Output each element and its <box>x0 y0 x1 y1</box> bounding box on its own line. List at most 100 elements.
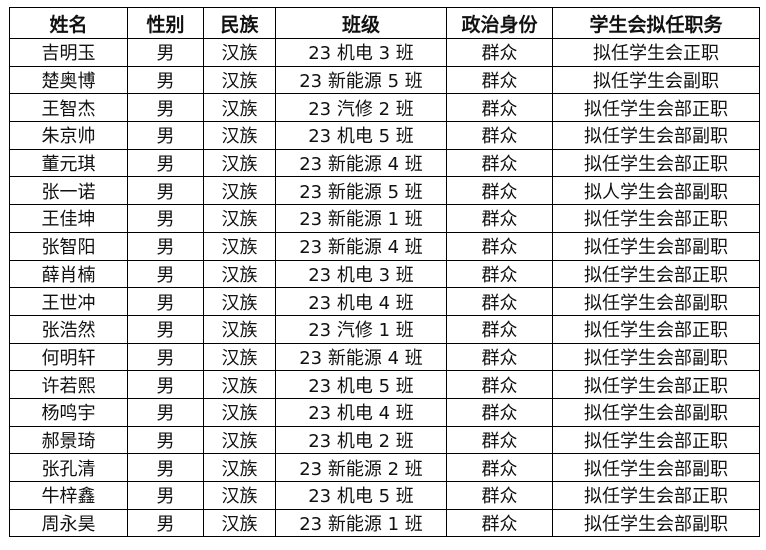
cell-proposed-position: 拟任学生会部副职 <box>552 342 760 372</box>
cell-class: 23 机电 5 班 <box>275 481 447 510</box>
header-proposed-position: 学生会拟任职务 <box>552 7 760 39</box>
cell-class: 23 机电 4 班 <box>275 287 447 316</box>
cell-ethnicity: 汉族 <box>203 121 276 150</box>
cell-gender: 男 <box>127 231 204 261</box>
cell-proposed-position: 拟任学生会部正职 <box>552 148 760 178</box>
cell-political-status: 群众 <box>446 204 553 233</box>
cell-political-status: 群众 <box>446 38 553 67</box>
cell-gender: 男 <box>127 38 204 67</box>
cell-ethnicity: 汉族 <box>203 481 276 510</box>
header-name: 姓名 <box>9 7 128 39</box>
cell-political-status: 群众 <box>446 65 553 95</box>
table-row: 何明轩男汉族 23 新能源 4 班群众 拟任学生会部副职 <box>9 342 760 372</box>
cell-political-status: 群众 <box>446 314 553 344</box>
table-row: 楚奥博男汉族 23 新能源 5 班群众 拟任学生会副职 <box>9 65 760 95</box>
cell-proposed-position: 拟任学生会部副职 <box>552 397 760 427</box>
cell-gender: 男 <box>127 287 204 316</box>
cell-political-status: 群众 <box>446 176 553 206</box>
cell-ethnicity: 汉族 <box>203 397 276 427</box>
cell-name: 楚奥博 <box>9 65 128 95</box>
cell-political-status: 群众 <box>446 370 553 399</box>
cell-class: 23 机电 3 班 <box>275 259 447 289</box>
cell-proposed-position: 拟任学生会正职 <box>552 38 760 67</box>
header-gender: 性别 <box>127 7 204 39</box>
cell-gender: 男 <box>127 397 204 427</box>
cell-political-status: 群众 <box>446 481 553 510</box>
cell-name: 许若熙 <box>9 370 128 399</box>
cell-ethnicity: 汉族 <box>203 176 276 206</box>
cell-proposed-position: 拟任学生会部正职 <box>552 204 760 233</box>
cell-name: 杨鸣宇 <box>9 397 128 427</box>
cell-ethnicity: 汉族 <box>203 259 276 289</box>
cell-class: 23 汽修 2 班 <box>275 93 447 123</box>
cell-proposed-position: 拟任学生会部正职 <box>552 481 760 510</box>
cell-political-status: 群众 <box>446 342 553 372</box>
cell-proposed-position: 拟任学生会部正职 <box>552 93 760 123</box>
table-row: 周永昊男汉族 23 新能源 1 班群众 拟任学生会部副职 <box>9 508 760 538</box>
cell-proposed-position: 拟任学生会副职 <box>552 65 760 95</box>
cell-political-status: 群众 <box>446 231 553 261</box>
table-row: 牛梓鑫男汉族 23 机电 5 班群众 拟任学生会部正职 <box>9 481 760 510</box>
cell-name: 王智杰 <box>9 93 128 123</box>
cell-name: 吉明玉 <box>9 38 128 67</box>
cell-gender: 男 <box>127 481 204 510</box>
cell-political-status: 群众 <box>446 259 553 289</box>
cell-gender: 男 <box>127 65 204 95</box>
cell-proposed-position: 拟任学生会部正职 <box>552 425 760 455</box>
cell-class: 23 机电 5 班 <box>275 121 447 150</box>
cell-ethnicity: 汉族 <box>203 314 276 344</box>
table-row: 郝景琦男汉族 23 机电 2 班群众 拟任学生会部正职 <box>9 425 760 455</box>
cell-gender: 男 <box>127 314 204 344</box>
cell-gender: 男 <box>127 259 204 289</box>
cell-proposed-position: 拟任学生会部副职 <box>552 508 760 538</box>
cell-gender: 男 <box>127 508 204 538</box>
cell-class: 23 机电 5 班 <box>275 370 447 399</box>
cell-class: 23 新能源 4 班 <box>275 342 447 372</box>
cell-class: 23 新能源 2 班 <box>275 453 447 482</box>
cell-political-status: 群众 <box>446 93 553 123</box>
table-row: 张孔清男汉族 23 新能源 2 班群众 拟任学生会部副职 <box>9 453 760 482</box>
cell-proposed-position: 拟任学生会部正职 <box>552 314 760 344</box>
header-row: 姓名 性别 民族 班级 政治身份 学生会拟任职务 <box>9 7 760 39</box>
table-row: 董元琪男汉族 23 新能源 4 班群众 拟任学生会部正职 <box>9 148 760 178</box>
cell-class: 23 新能源 1 班 <box>275 204 447 233</box>
table-row: 王智杰男汉族 23 汽修 2 班群众 拟任学生会部正职 <box>9 93 760 123</box>
cell-class: 23 机电 3 班 <box>275 38 447 67</box>
cell-class: 23 机电 4 班 <box>275 397 447 427</box>
table-row: 吉明玉男汉族 23 机电 3 班群众 拟任学生会正职 <box>9 38 760 67</box>
cell-name: 王佳坤 <box>9 204 128 233</box>
student-union-candidates-table: 姓名 性别 民族 班级 政治身份 学生会拟任职务 吉明玉男汉族 23 机电 3 班群众 拟任学… <box>9 7 760 538</box>
header-ethnicity: 民族 <box>203 7 276 39</box>
cell-class: 23 汽修 1 班 <box>275 314 447 344</box>
cell-ethnicity: 汉族 <box>203 453 276 482</box>
table-row: 杨鸣宇男汉族 23 机电 4 班群众 拟任学生会部副职 <box>9 397 760 427</box>
cell-ethnicity: 汉族 <box>203 508 276 538</box>
cell-ethnicity: 汉族 <box>203 93 276 123</box>
cell-name: 郝景琦 <box>9 425 128 455</box>
table-row: 王世冲男汉族 23 机电 4 班群众 拟任学生会部副职 <box>9 287 760 316</box>
cell-political-status: 群众 <box>446 453 553 482</box>
cell-ethnicity: 汉族 <box>203 38 276 67</box>
cell-ethnicity: 汉族 <box>203 342 276 372</box>
cell-name: 王世冲 <box>9 287 128 316</box>
table-row: 薛肖楠男汉族 23 机电 3 班群众 拟任学生会部正职 <box>9 259 760 289</box>
cell-gender: 男 <box>127 425 204 455</box>
cell-gender: 男 <box>127 370 204 399</box>
cell-class: 23 新能源 4 班 <box>275 148 447 178</box>
cell-political-status: 群众 <box>446 287 553 316</box>
cell-name: 张一诺 <box>9 176 128 206</box>
cell-class: 23 新能源 5 班 <box>275 176 447 206</box>
cell-name: 张孔清 <box>9 453 128 482</box>
cell-political-status: 群众 <box>446 397 553 427</box>
cell-name: 薛肖楠 <box>9 259 128 289</box>
cell-ethnicity: 汉族 <box>203 204 276 233</box>
cell-class: 23 新能源 4 班 <box>275 231 447 261</box>
table-row: 许若熙男汉族 23 机电 5 班群众 拟任学生会部正职 <box>9 370 760 399</box>
cell-proposed-position: 拟任学生会部副职 <box>552 121 760 150</box>
cell-ethnicity: 汉族 <box>203 65 276 95</box>
cell-gender: 男 <box>127 148 204 178</box>
cell-proposed-position: 拟人学生会部副职 <box>552 176 760 206</box>
table-row: 王佳坤男汉族 23 新能源 1 班群众 拟任学生会部正职 <box>9 204 760 233</box>
cell-name: 周永昊 <box>9 508 128 538</box>
header-political-status: 政治身份 <box>446 7 553 39</box>
